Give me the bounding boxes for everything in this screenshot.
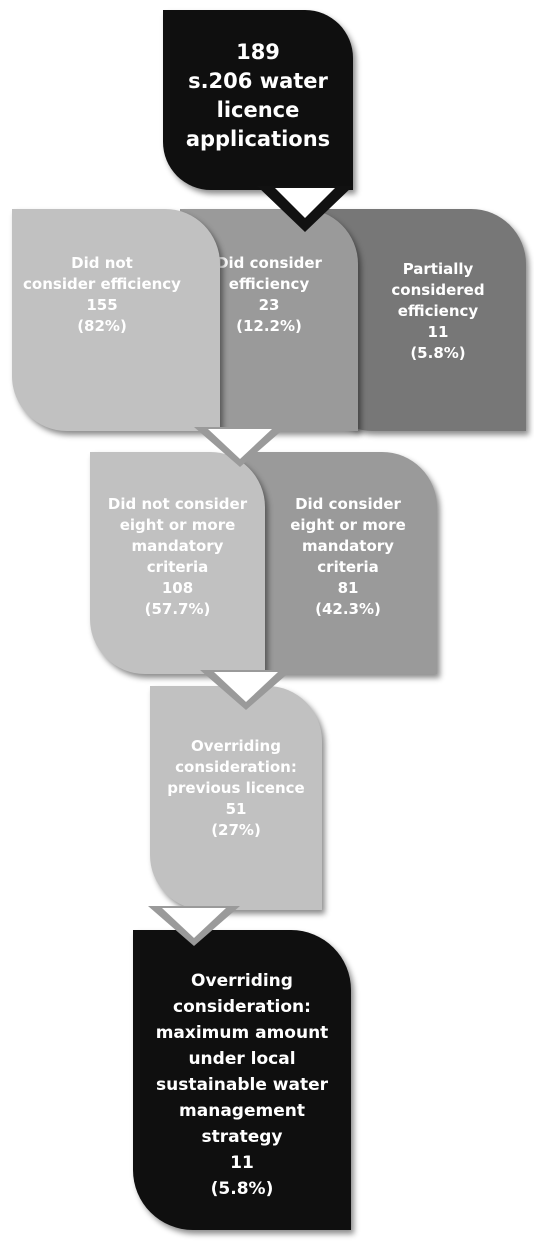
node-label-line: eight or more [290, 516, 406, 534]
node-percent: (12.2%) [236, 317, 302, 335]
node-label-line: previous licence [167, 778, 305, 797]
arrow-down-icon [200, 670, 292, 710]
node-label-line: efficiency [228, 275, 310, 293]
node-count: 11 [427, 322, 449, 341]
node-percent: (27%) [211, 820, 261, 839]
node-label-line: Did not [71, 254, 133, 272]
arrow-down-icon [194, 427, 286, 467]
node-label-line: criteria [317, 558, 379, 576]
node-total-applications: 189 s.206 water licence applications [163, 10, 353, 190]
node-count: 155 [86, 296, 118, 314]
arrow-down-icon [148, 906, 240, 946]
node-count: 81 [337, 579, 359, 597]
node-label-line: eight or more [119, 516, 236, 534]
node-label-line: Did consider [295, 495, 401, 513]
node-label-line: management [179, 1101, 305, 1121]
node-count: 51 [225, 799, 247, 818]
node-label-line: consider efficiency [23, 275, 181, 293]
node-label-line: Overriding [191, 736, 281, 755]
node-label-line: Did consider [216, 254, 322, 272]
node-percent: (57.7%) [144, 600, 211, 618]
node-label-line: consideration: [173, 997, 311, 1017]
node-maximum-amount-strategy: Overriding consideration: maximum amount… [133, 930, 351, 1230]
node-label-line: Partially [402, 259, 474, 278]
node-label-line: Did not consider [107, 495, 248, 513]
node-label-line: criteria [146, 558, 209, 576]
node-percent: (5.8%) [410, 343, 466, 362]
node-label-line: applications [185, 127, 331, 151]
node-label-line: strategy [201, 1127, 283, 1147]
node-label-line: mandatory [302, 537, 394, 555]
node-label-line: sustainable water [155, 1075, 328, 1095]
node-label-line: mandatory [131, 537, 224, 555]
node-label-line: licence [216, 98, 300, 122]
node-label-line: s.206 water [188, 69, 328, 93]
node-label-line: efficiency [397, 301, 479, 320]
node-percent: (42.3%) [315, 600, 381, 618]
node-count: 23 [258, 296, 280, 314]
node-count: 11 [230, 1153, 254, 1173]
node-percent: (5.8%) [210, 1179, 274, 1199]
node-label-line: maximum amount [155, 1023, 329, 1043]
node-label-line: under local [188, 1049, 296, 1069]
node-did-not-consider-mandatory-criteria: Did not consider eight or more mandatory… [90, 452, 265, 674]
arrow-down-icon [257, 186, 353, 232]
node-did-not-consider-efficiency: Did not consider efficiency 155 (82%) [12, 209, 220, 431]
node-count: 189 [236, 40, 280, 64]
node-percent: (82%) [77, 317, 127, 335]
node-label-line: Overriding [191, 971, 293, 991]
node-label-line: considered [391, 280, 485, 299]
node-previous-licence: Overriding consideration: previous licen… [150, 686, 322, 910]
node-count: 108 [161, 579, 194, 597]
node-label-line: consideration: [175, 757, 297, 776]
